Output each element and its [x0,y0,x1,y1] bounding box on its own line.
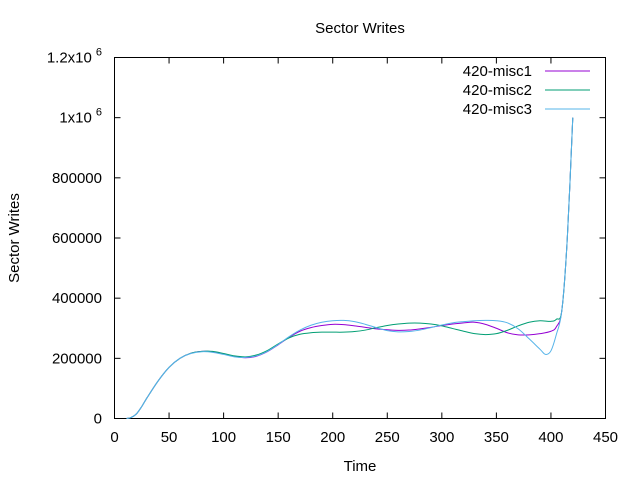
y-tick-label-base: 1x10 [59,110,92,127]
y-tick-labels: 0 200000 400000 600000 800000 1x10 6 1.2x10 6 [47,47,102,428]
legend: 420-misc1 420-misc2 420-misc3 [463,63,590,118]
series-line-420-misc3 [126,117,574,419]
series-lines [126,117,574,419]
chart-title: Sector Writes [315,20,405,37]
x-axis-title: Time [344,458,377,475]
y-tick-label: 600000 [52,230,102,247]
x-tick-label: 250 [375,429,400,446]
y-tick-label: 200000 [52,350,102,367]
y-tick-label: 800000 [52,170,102,187]
y-tick-label-base: 1.2x10 [47,50,92,67]
x-tick-label: 0 [110,429,118,446]
y-tick-label-exponent: 6 [96,107,102,119]
x-tick-label: 350 [484,429,509,446]
legend-label: 420-misc2 [463,82,532,99]
series-line-420-misc1 [126,117,574,419]
y-tick-label: 1x10 6 [59,107,102,127]
y-tick-label: 400000 [52,290,102,307]
y-tick-label-base: 200000 [52,350,102,367]
x-tick-label: 150 [266,429,291,446]
x-tick-label: 50 [161,429,178,446]
y-tick-label-base: 800000 [52,170,102,187]
x-tick-label: 300 [429,429,454,446]
y-tick-label: 0 [94,411,102,428]
y-tick-label-base: 600000 [52,230,102,247]
y-tick-label-exponent: 6 [96,47,102,59]
y-axis-title: Sector Writes [6,193,23,283]
x-tick-label: 450 [593,429,618,446]
y-tick-label: 1.2x10 6 [47,47,102,67]
x-tick-label: 100 [211,429,236,446]
axis-ticks [114,57,606,419]
legend-label: 420-misc3 [463,101,532,118]
x-tick-label: 200 [320,429,345,446]
y-tick-label-base: 0 [94,411,102,428]
legend-label: 420-misc1 [463,63,532,80]
x-tick-label: 400 [538,429,563,446]
y-tick-label-base: 400000 [52,290,102,307]
x-tick-labels: 0 50 100 150 200 250 300 350 400 450 [110,429,618,446]
series-line-420-misc2 [126,117,574,419]
